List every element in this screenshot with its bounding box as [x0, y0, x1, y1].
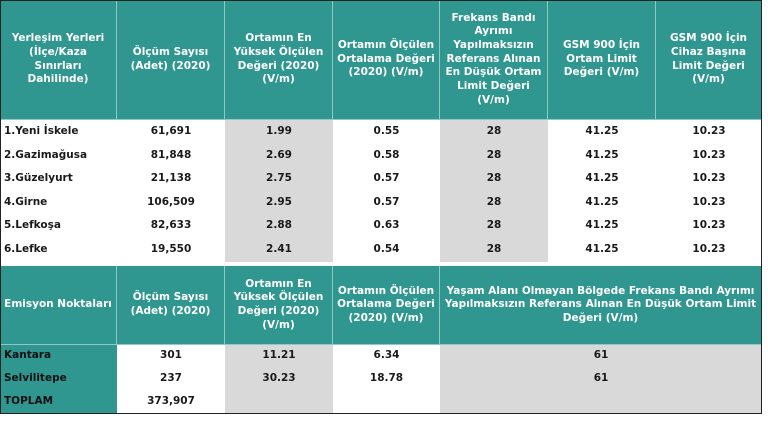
- data-cell: 41.25: [548, 238, 656, 262]
- data-cell: 28: [440, 214, 548, 238]
- header-cell: Ortamın Ölçülen Ortalama Değeri (2020) (…: [333, 0, 440, 120]
- data-cell: 61: [440, 345, 762, 368]
- empty-cell: [333, 390, 440, 413]
- data-cell: 10.23: [656, 214, 762, 238]
- data-cell: 2.88: [225, 214, 333, 238]
- data-cell: 81,848: [117, 143, 225, 168]
- data-cell: 61,691: [117, 120, 225, 144]
- data-cell: 10.23: [656, 143, 762, 168]
- data-cell: 10.23: [656, 190, 762, 215]
- data-cell: 237: [117, 367, 225, 391]
- data-cell: 10.23: [656, 238, 762, 262]
- data-cell: 2.95: [225, 190, 333, 215]
- data-cell: 0.63: [333, 214, 440, 238]
- row-label: Kantara: [0, 345, 117, 368]
- row-label: Selvilitepe: [0, 367, 117, 391]
- data-cell: 41.25: [548, 120, 656, 144]
- data-cell: 61: [440, 367, 762, 391]
- header-cell: Ortamın Ölçülen Ortalama Değeri (2020) (…: [333, 266, 440, 345]
- data-cell: 41.25: [548, 143, 656, 168]
- header-cell: Yerleşim Yerleri (İlçe/Kaza Sınırları Da…: [0, 0, 117, 120]
- data-cell: 41.25: [548, 214, 656, 238]
- data-cell: 6.34: [333, 345, 440, 368]
- data-cell: 82,633: [117, 214, 225, 238]
- header-cell: Ölçüm Sayısı (Adet) (2020): [117, 0, 225, 120]
- data-cell: 301: [117, 345, 225, 368]
- data-cell: 1.99: [225, 120, 333, 144]
- data-cell: 10.23: [656, 120, 762, 144]
- data-cell: 30.23: [225, 367, 333, 391]
- data-cell: 28: [440, 143, 548, 168]
- data-cell: 28: [440, 190, 548, 215]
- data-cell: 18.78: [333, 367, 440, 391]
- data-cell: 373,907: [117, 390, 225, 413]
- data-cell: 28: [440, 167, 548, 191]
- data-cell: 0.55: [333, 120, 440, 144]
- data-cell: 106,509: [117, 190, 225, 215]
- header-cell: GSM 900 İçin Cihaz Başına Limit Değeri (…: [656, 0, 762, 120]
- data-cell: 21,138: [117, 167, 225, 191]
- data-cell: 2.41: [225, 238, 333, 262]
- data-cell: 0.58: [333, 143, 440, 168]
- data-cell: 41.25: [548, 167, 656, 191]
- row-label: 5.Lefkoşa: [0, 214, 117, 238]
- row-label: 3.Güzelyurt: [0, 167, 117, 191]
- row-label: 1.Yeni İskele: [0, 120, 117, 144]
- data-cell: 10.23: [656, 167, 762, 191]
- header-cell: Ortamın En Yüksek Ölçülen Değeri (2020) …: [225, 266, 333, 345]
- header-cell: Frekans Bandı Ayrımı Yapılmaksızın Refer…: [440, 0, 548, 120]
- header-cell: Ölçüm Sayısı (Adet) (2020): [117, 266, 225, 345]
- header-cell: Ortamın En Yüksek Ölçülen Değeri (2020) …: [225, 0, 333, 120]
- data-cell: 0.57: [333, 167, 440, 191]
- data-cell: 11.21: [225, 345, 333, 368]
- data-cell: 19,550: [117, 238, 225, 262]
- row-label: TOPLAM: [0, 390, 117, 413]
- header-cell: GSM 900 İçin Ortam Limit Değeri (V/m): [548, 0, 656, 120]
- row-label: 4.Girne: [0, 190, 117, 215]
- empty-cell: [225, 390, 333, 413]
- header-cell: Yaşam Alanı Olmayan Bölgede Frekans Band…: [440, 266, 762, 345]
- data-cell: 2.75: [225, 167, 333, 191]
- data-cell: 0.54: [333, 238, 440, 262]
- row-label: 6.Lefke: [0, 238, 117, 262]
- data-cell: 2.69: [225, 143, 333, 168]
- header-cell: Emisyon Noktaları: [0, 266, 117, 345]
- data-cell: 0.57: [333, 190, 440, 215]
- empty-cell: [440, 390, 762, 413]
- row-label: 2.Gazimağusa: [0, 143, 117, 168]
- data-cell: 28: [440, 120, 548, 144]
- data-cell: 28: [440, 238, 548, 262]
- data-cell: 41.25: [548, 190, 656, 215]
